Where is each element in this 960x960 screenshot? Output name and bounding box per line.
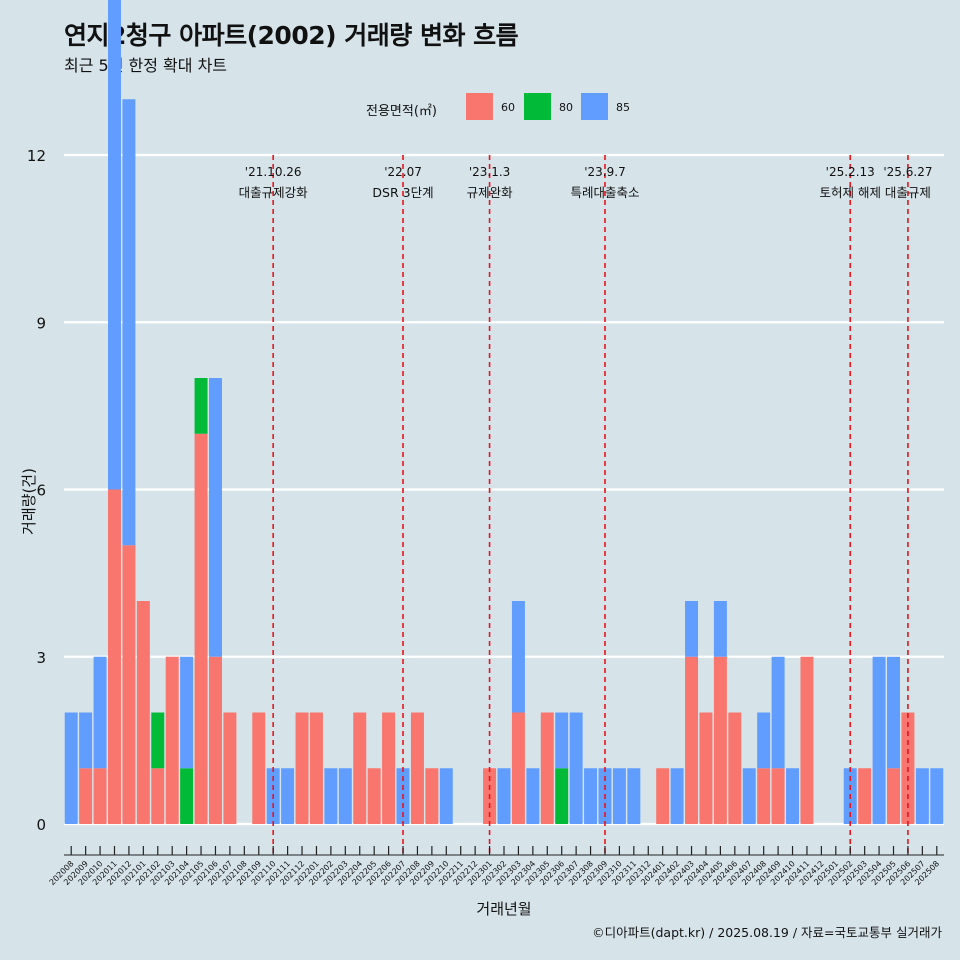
event-date: '21.10.26 [245,165,302,179]
bar-60-202102 [151,768,165,824]
bar-60-202205 [367,768,381,824]
bar-85-202403 [685,601,699,657]
bar-85-202104 [180,656,194,769]
event-label: 대출규제 [885,185,931,200]
caption: ©디아파트(dapt.kr) / 2025.08.19 / 자료=국토교통부 실… [592,925,942,940]
event-date: '23.9.7 [584,165,625,179]
bar-60-202103 [165,656,179,824]
bar-85-202402 [670,768,684,824]
bar-60-202408 [757,768,771,824]
bar-60-202305 [540,712,554,824]
bar-60-202208 [410,712,424,824]
bar-60-202406 [728,712,742,824]
bar-85-202012 [122,99,136,546]
bar-85-202303 [511,601,525,713]
event-date: '25.2.13 [826,165,875,179]
bar-60-202411 [800,656,814,824]
bar-60-202403 [685,656,699,824]
y-tick-label: 12 [27,147,46,165]
bar-85-202504 [872,656,886,824]
bar-80-202104 [180,768,194,824]
y-axis-title: 거래량(건) [20,468,38,535]
legend-label-80: 80 [559,101,573,114]
legend: 전용면적(㎡) 60 80 85 [0,92,960,122]
bar-80-202306 [555,768,569,824]
bar-85-202202 [324,768,338,824]
bar-60-202405 [713,656,727,824]
bar-85-202106 [208,378,222,657]
chart-subtitle: 최근 5년 한정 확대 차트 [64,56,228,75]
bar-85-202508 [930,768,944,824]
bar-85-202408 [757,712,771,769]
legend-swatch-80 [524,93,551,120]
bar-85-202203 [338,768,352,824]
bar-60-202112 [295,712,309,824]
event-date: '25.6.27 [883,165,932,179]
y-tick-label: 0 [36,816,46,834]
event-label: 토허제 해제 [819,185,880,200]
bar-60-202206 [382,712,396,824]
event-date: '22.07 [384,165,422,179]
y-tick-label: 3 [36,649,46,667]
bar-60-202409 [771,768,785,824]
bar-85-202011 [108,0,121,490]
event-label: 특례대출축소 [570,185,639,200]
bar-85-202311 [627,768,641,824]
bar-60-202505 [887,768,900,824]
bar-80-202102 [151,712,165,769]
bar-85-202111 [281,768,295,824]
legend-title: 전용면적(㎡) [366,104,437,119]
bar-85-202210 [439,768,453,824]
bar-85-202010 [93,656,107,769]
bar-60-202106 [208,656,222,824]
bar-60-202011 [108,489,121,824]
bar-60-202401 [656,768,670,824]
bar-60-202209 [425,768,439,824]
bar-85-202307 [569,712,583,824]
chart-title: 연지2청구 아파트(2002) 거래량 변화 흐름 [64,21,519,50]
bar-85-202009 [79,712,93,769]
bar-85-202304 [526,768,540,824]
bar-85-202308 [584,768,598,824]
legend-swatch-85 [581,93,608,120]
bar-85-202405 [713,601,727,657]
bar-60-202303 [511,712,525,824]
bar-60-202009 [79,768,93,824]
bar-60-202201 [309,712,323,824]
bar-60-202105 [194,433,208,824]
bar-85-202306 [555,712,569,769]
bar-60-202107 [223,712,237,824]
legend-label-85: 85 [616,101,630,114]
bar-60-202503 [858,768,872,824]
bar-60-202012 [122,545,136,824]
y-tick-label: 6 [36,482,46,500]
bar-85-202507 [915,768,929,824]
legend-swatch-60 [466,93,493,120]
bar-85-202407 [742,768,756,824]
bar-60-202404 [699,712,713,824]
bar-85-202410 [786,768,800,824]
bar-85-202008 [64,712,78,824]
bar-60-202204 [353,712,367,824]
x-axis-title: 거래년월 [476,900,531,918]
bar-85-202310 [612,768,626,824]
bar-85-202302 [497,768,511,824]
event-label: 규제완화 [467,185,514,200]
event-label: 대출규제강화 [239,185,309,200]
bar-60-202010 [93,768,107,824]
event-date: '23.1.3 [469,165,510,179]
y-tick-label: 9 [36,314,46,332]
bar-85-202409 [771,656,785,769]
bar-80-202105 [194,378,208,434]
bar-60-202101 [136,601,150,824]
bar-60-202109 [252,712,266,824]
bar-85-202505 [887,656,900,769]
event-label: DSR 3단계 [372,185,433,200]
legend-label-60: 60 [501,101,515,114]
